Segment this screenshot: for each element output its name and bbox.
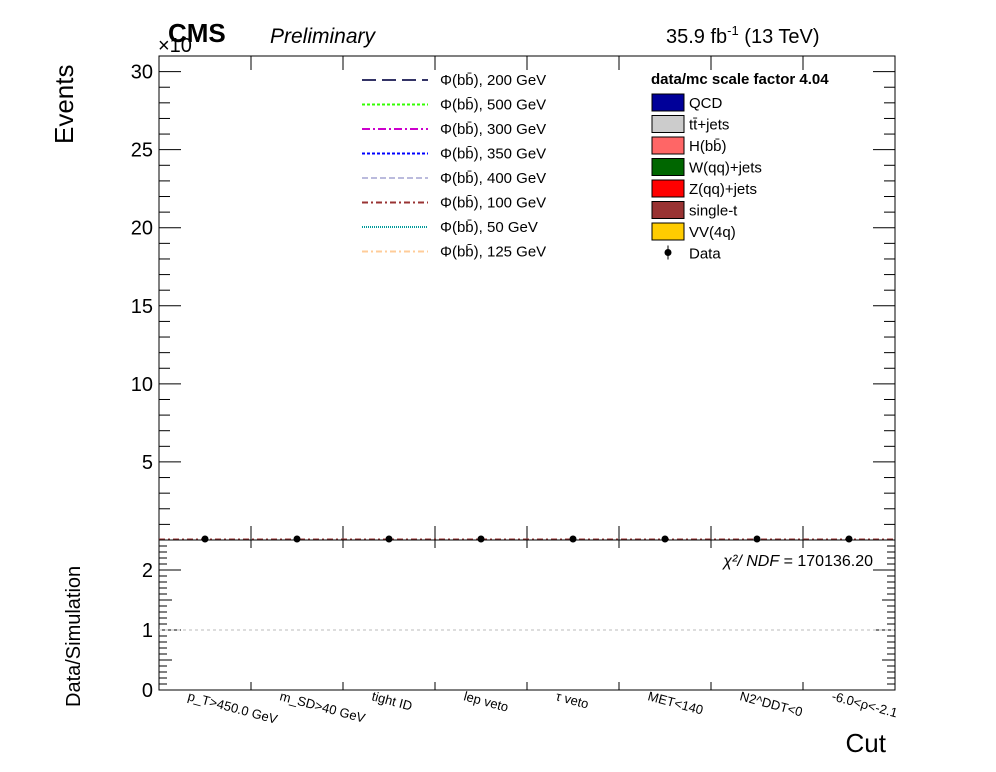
background-legend-label: H(bb̄)	[689, 138, 727, 155]
data-point	[753, 535, 761, 543]
data-point	[845, 535, 853, 543]
data-point	[569, 535, 577, 543]
background-legend: QCD tt̄+jets H(bb̄) W(qq)+jets Z(qq)+jets sin…	[651, 93, 762, 263]
signal-legend: Φ(bb̄), 200 GeV Φ(bb̄), 500 GeV Φ(bb̄), 30…	[362, 72, 546, 261]
x-category-label: lep veto	[462, 688, 510, 714]
y-tick-label: 20	[131, 218, 153, 240]
lumi-label: 35.9 fb-1 (13 TeV)	[666, 23, 820, 48]
status-label: Preliminary	[270, 25, 377, 48]
background-legend-label: QCD	[689, 95, 723, 112]
chi2-label: χ²/ NDF = 170136.20	[721, 553, 873, 570]
background-legend-swatch	[651, 93, 685, 112]
data-point	[661, 535, 669, 543]
main-y-axis: 5 10 15 20 25 30	[131, 62, 895, 525]
signal-legend-label: Φ(bb̄), 350 GeV	[440, 146, 546, 163]
signal-legend-label: Φ(bb̄), 500 GeV	[440, 97, 546, 114]
x-category-label: MET<140	[646, 688, 705, 717]
data-legend-marker	[664, 249, 672, 256]
y-tick-label: 15	[131, 296, 153, 318]
background-legend-label: Z(qq)+jets	[689, 181, 757, 198]
ratio-tick-label: 2	[142, 560, 153, 582]
x-axis-title: Cut	[846, 728, 887, 758]
background-legend-swatch	[651, 136, 685, 155]
x-category-label: tight ID	[370, 688, 414, 713]
y-tick-label: 5	[142, 452, 153, 474]
signal-legend-label: Φ(bb̄), 50 GeV	[440, 219, 538, 236]
data-point	[385, 535, 393, 543]
exponent-label: ×10	[158, 35, 192, 57]
experiment-label: CMS	[168, 18, 226, 48]
signal-legend-label: Φ(bb̄), 100 GeV	[440, 195, 546, 212]
x-category-label: N2^DDT<0	[738, 688, 804, 719]
background-legend-swatch	[651, 201, 685, 219]
data-point	[201, 535, 209, 543]
x-category-label: τ veto	[554, 688, 590, 711]
background-legend-swatch	[651, 222, 685, 241]
data-point	[477, 535, 485, 543]
background-legend-swatch	[651, 115, 685, 133]
signal-legend-label: Φ(bb̄), 200 GeV	[440, 72, 546, 89]
ratio-y-axis-title: Data/Simulation	[63, 566, 85, 707]
background-legend-label: Data	[689, 246, 721, 263]
x-category-label: m_SD>40 GeV	[278, 688, 367, 725]
background-legend-swatch	[651, 179, 685, 198]
background-legend-label: single-t	[689, 203, 738, 220]
x-category-label: p_T>450.0 GeV	[186, 688, 279, 726]
ratio-tick-label: 1	[142, 620, 153, 642]
data-points	[159, 535, 895, 543]
signal-legend-label: Φ(bb̄), 400 GeV	[440, 170, 546, 187]
background-legend-label: W(qq)+jets	[689, 160, 762, 177]
y-axis-title: Events	[49, 65, 79, 145]
background-legend-label: tt̄+jets	[689, 117, 729, 134]
y-tick-label: 25	[131, 140, 153, 162]
x-category-label: -6.0<ρ<-2.1	[830, 688, 899, 720]
background-legend-label: VV(4q)	[689, 224, 736, 241]
signal-legend-label: Φ(bb̄), 300 GeV	[440, 121, 546, 138]
scale-factor-label: data/mc scale factor 4.04	[651, 71, 829, 88]
signal-legend-label: Φ(bb̄), 125 GeV	[440, 244, 546, 261]
ratio-tick-label: 0	[142, 680, 153, 702]
ratio-y-axis: 0 1 2	[142, 545, 895, 702]
background-legend-swatch	[651, 158, 685, 176]
y-tick-label: 30	[131, 62, 153, 84]
y-tick-label: 10	[131, 374, 153, 396]
data-point	[293, 535, 301, 543]
